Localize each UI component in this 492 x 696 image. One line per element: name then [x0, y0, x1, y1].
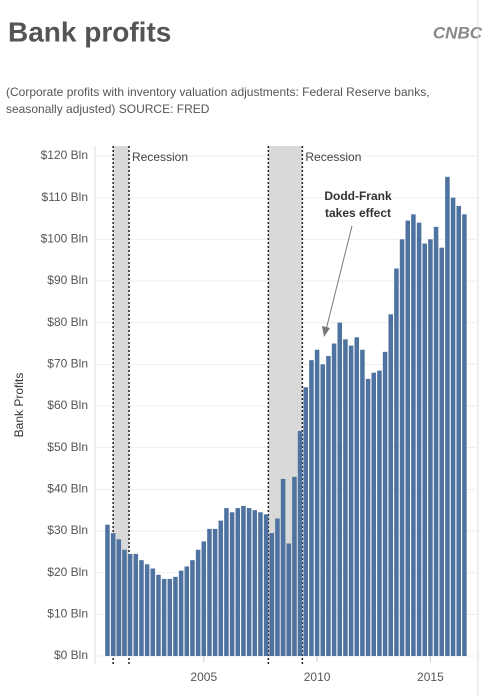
bar [195, 549, 201, 656]
bar [297, 431, 303, 656]
bar [445, 176, 450, 657]
bar [235, 508, 241, 656]
y-tick-label: $80 Bln [47, 315, 88, 329]
bar [450, 197, 456, 656]
chart-title: Bank profits [8, 16, 171, 47]
bar [411, 214, 416, 657]
bar [416, 222, 422, 656]
annotation: Dodd-Frank [324, 189, 392, 203]
subtitle: (Corporate profits with inventory valuat… [6, 85, 430, 99]
bar [184, 566, 190, 656]
bar [161, 578, 167, 656]
bar [139, 560, 144, 656]
y-tick-label: $30 Bln [47, 523, 88, 537]
y-tick-label: $120 Bln [41, 148, 88, 162]
annotation: takes effect [325, 206, 391, 220]
y-tick-label: $100 Bln [41, 232, 88, 246]
bar [377, 370, 382, 656]
bar [337, 322, 343, 656]
bar [105, 524, 110, 656]
bar [110, 533, 116, 656]
bar [365, 378, 371, 656]
recession-band [113, 146, 129, 656]
bar [144, 564, 150, 656]
bar [218, 520, 224, 656]
bar [212, 528, 218, 656]
bar [133, 553, 139, 656]
x-tick-label: 2005 [190, 670, 217, 684]
bar [309, 360, 314, 656]
bar [303, 387, 309, 656]
y-tick-label: $60 Bln [47, 398, 88, 412]
bar [399, 239, 405, 657]
y-tick-label: $20 Bln [47, 565, 88, 579]
logo: CNBC [433, 23, 483, 42]
bar [246, 508, 252, 656]
y-tick-label: $110 Bln [42, 190, 88, 204]
y-tick-label: $90 Bln [47, 273, 88, 287]
bar [263, 514, 269, 656]
bar [320, 364, 326, 656]
y-axis-label: Bank Profits [12, 373, 26, 438]
bar [167, 578, 173, 656]
y-tick-label: $10 Bln [47, 607, 88, 621]
bar [314, 349, 320, 656]
bar [190, 560, 195, 656]
bar [354, 337, 360, 656]
bar [229, 512, 235, 656]
bar [433, 226, 439, 657]
bar [439, 247, 445, 656]
bar [462, 214, 467, 657]
bar [456, 206, 462, 656]
x-tick-label: 2010 [304, 670, 331, 684]
bar [331, 343, 337, 656]
y-tick-label: $50 Bln [47, 440, 88, 454]
bar [292, 476, 297, 656]
bar [252, 510, 258, 656]
subtitle: seasonally adjusted) SOURCE: FRED [6, 102, 210, 116]
bar [348, 345, 354, 656]
bar [394, 268, 399, 656]
y-tick-label: $70 Bln [47, 357, 88, 371]
bar [269, 533, 275, 656]
bar [156, 574, 161, 656]
y-tick-label: $0 Bln [54, 648, 88, 662]
bar [286, 543, 292, 656]
y-tick-label: $40 Bln [47, 482, 88, 496]
bar [207, 528, 212, 656]
bar [382, 351, 388, 656]
annotation-arrowhead [322, 326, 330, 337]
bar [116, 539, 122, 656]
bar [343, 339, 348, 656]
bar [178, 570, 184, 656]
bar [326, 356, 331, 656]
bar [241, 506, 246, 656]
x-tick-label: 2015 [417, 670, 444, 684]
bar [122, 549, 127, 656]
bar [280, 478, 286, 656]
bar [405, 220, 411, 657]
bar [428, 239, 433, 657]
bar [201, 541, 207, 656]
bar [150, 568, 156, 656]
bar [360, 349, 365, 656]
recession-label: Recession [305, 150, 361, 164]
bar [258, 512, 263, 656]
annotation-arrow [325, 225, 353, 331]
bar [388, 314, 394, 656]
bar [173, 576, 178, 656]
bar [275, 518, 280, 656]
recession-label: Recession [132, 150, 188, 164]
bar [371, 372, 377, 656]
bar [224, 508, 229, 656]
bar [422, 243, 428, 656]
bar [127, 553, 133, 656]
